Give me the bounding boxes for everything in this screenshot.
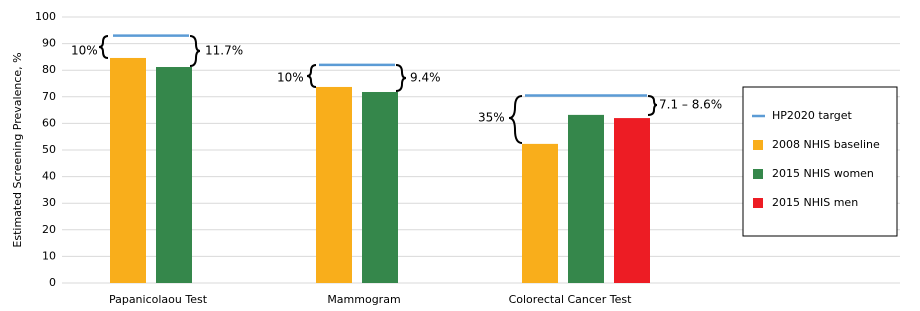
- annotation: 11.7%: [205, 44, 243, 58]
- y-tick-label: 30: [42, 196, 56, 209]
- brace: [395, 64, 407, 92]
- y-tick-label: 60: [42, 116, 56, 129]
- annotation: 10%: [277, 71, 304, 85]
- y-tick-label: 50: [42, 143, 56, 156]
- y-tick-label: 20: [42, 223, 56, 236]
- x-tick-label: Mammogram: [327, 293, 400, 306]
- x-tick-label: Colorectal Cancer Test: [509, 293, 632, 306]
- legend-label: 2015 NHIS women: [772, 167, 874, 180]
- y-tick-label: 90: [42, 37, 56, 50]
- annotation: 10%: [71, 44, 98, 58]
- y-tick-label: 80: [42, 63, 56, 76]
- bar: [614, 118, 650, 283]
- annotation: 9.4%: [410, 71, 441, 85]
- bar: [522, 143, 558, 283]
- legend-swatch: [753, 198, 763, 208]
- legend-label: 2015 NHIS men: [772, 196, 858, 209]
- brace: [306, 64, 317, 88]
- legend-label: 2008 NHIS baseline: [772, 138, 880, 151]
- legend-swatch: [753, 169, 763, 179]
- legend-swatch: [753, 140, 763, 150]
- y-axis-title: Estimated Screening Prevalence, %: [11, 52, 24, 247]
- x-tick-label: Papanicolaou Test: [109, 293, 208, 306]
- brace: [647, 95, 658, 116]
- y-tick-label: 10: [42, 249, 56, 262]
- bar: [568, 114, 604, 283]
- y-tick-label: 100: [35, 10, 56, 23]
- legend-box: [742, 86, 898, 237]
- brace: [189, 35, 201, 67]
- annotations: 10% 11.7% 10% 9.4% 35% 7.1 – 8.6%: [71, 35, 722, 144]
- bar: [110, 57, 146, 283]
- bar: [156, 67, 192, 284]
- y-tick-label: 0: [49, 276, 56, 289]
- annotation: 35%: [478, 111, 505, 125]
- brace: [98, 35, 109, 59]
- bar: [362, 92, 398, 284]
- bar: [316, 86, 352, 283]
- annotation: 7.1 – 8.6%: [659, 98, 722, 112]
- brace: [508, 95, 523, 144]
- y-tick-label: 70: [42, 90, 56, 103]
- legend-label: HP2020 target: [772, 109, 853, 122]
- y-tick-label: 40: [42, 170, 56, 183]
